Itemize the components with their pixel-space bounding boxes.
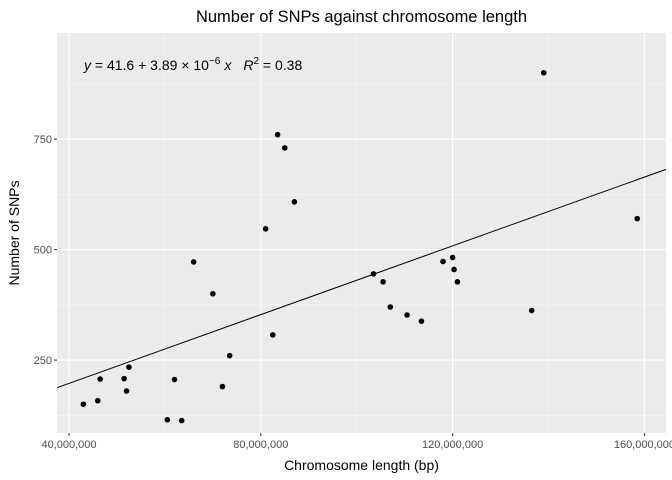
data-point: [178, 417, 185, 424]
data-point: [291, 199, 298, 205]
data-point: [528, 307, 535, 314]
data-point: [164, 416, 171, 423]
data-point: [440, 258, 446, 265]
y-axis-title: Number of SNPs: [6, 180, 22, 285]
x-tick-label: 160,000,000: [614, 439, 672, 451]
data-point: [262, 226, 269, 232]
x-axis-ticks: 40,000,000 80,000,000 120,000,000 160,000,0…: [41, 433, 672, 451]
data-point: [269, 332, 276, 338]
chart-title: Number of SNPs against chromosome length: [196, 8, 527, 26]
data-point: [449, 254, 456, 261]
y-tick-label: 500: [34, 245, 52, 257]
data-point: [454, 279, 461, 285]
data-point: [126, 364, 132, 370]
data-point: [97, 376, 103, 382]
y-tick-label: 250: [34, 355, 52, 367]
data-point: [387, 304, 394, 310]
data-point: [219, 383, 226, 390]
regression-line: [56, 168, 667, 389]
data-point: [281, 145, 288, 151]
equation-main: = 41.6 + 3.89 × 10: [91, 57, 209, 73]
y-tick-label: 750: [34, 134, 52, 146]
data-point: [80, 401, 87, 408]
regression-equation: y = 41.6 + 3.89 × 10−6 x R2 = 0.38: [83, 56, 302, 73]
data-point: [94, 397, 101, 404]
data-point: [190, 259, 197, 265]
data-point: [123, 388, 130, 394]
data-point: [274, 131, 281, 138]
equation-exponent: −6: [209, 56, 221, 67]
data-point: [370, 271, 377, 277]
major-gridlines: [57, 33, 666, 433]
r-squared-exponent: 2: [253, 56, 259, 67]
x-tick-label: 40,000,000: [41, 439, 96, 451]
y-axis-ticks: 250 500 750: [34, 134, 57, 367]
data-point: [380, 279, 386, 285]
data-point: [451, 266, 457, 273]
data-point: [404, 312, 410, 318]
equation-x-variable: x: [223, 57, 232, 73]
minor-gridlines: [57, 33, 666, 433]
data-point: [171, 376, 178, 383]
data-points: [80, 69, 641, 424]
r-squared-variable: R: [243, 57, 253, 73]
equation-y-variable: y: [83, 57, 92, 73]
data-point: [418, 318, 425, 324]
data-point: [210, 290, 216, 297]
x-tick-label: 120,000,000: [422, 439, 483, 451]
plot-panel: [57, 33, 666, 433]
data-point: [634, 215, 641, 222]
data-point: [226, 352, 233, 359]
r-squared-value: = 0.38: [259, 57, 302, 73]
x-axis-title: Chromosome length (bp): [284, 457, 439, 473]
x-tick-label: 80,000,000: [233, 439, 288, 451]
data-point: [121, 375, 127, 382]
data-point: [540, 69, 547, 76]
